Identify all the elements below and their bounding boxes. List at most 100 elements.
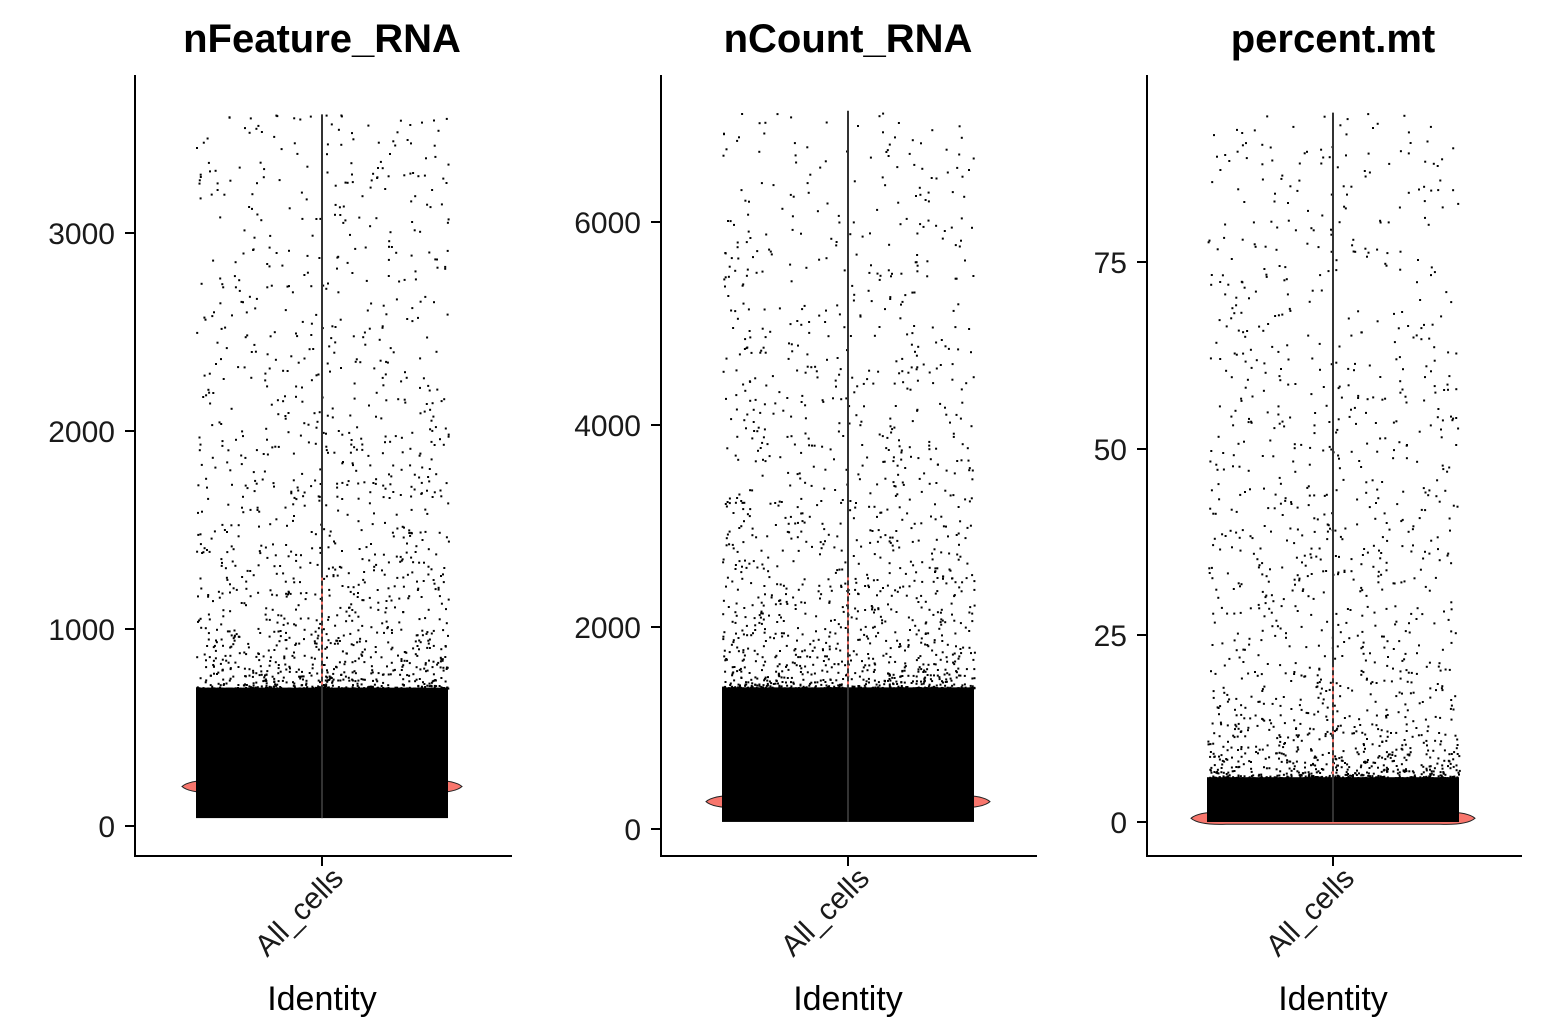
data-point	[264, 674, 266, 677]
data-point	[1233, 312, 1236, 315]
data-point	[1310, 772, 1313, 775]
data-point	[245, 580, 248, 583]
data-point	[226, 578, 229, 581]
data-point	[1263, 268, 1266, 270]
data-point	[285, 595, 288, 598]
data-point	[268, 367, 271, 370]
data-point	[311, 663, 314, 666]
data-point	[338, 206, 341, 209]
data-point	[949, 494, 952, 497]
data-point	[259, 161, 262, 164]
data-point	[242, 301, 244, 304]
plot-area	[705, 110, 991, 822]
data-point	[809, 643, 812, 646]
data-point	[1399, 677, 1402, 680]
data-point	[1422, 765, 1425, 768]
data-point	[258, 674, 261, 677]
data-point	[1410, 681, 1413, 684]
data-point	[1439, 743, 1442, 746]
data-point	[754, 660, 757, 663]
data-point	[1363, 548, 1366, 550]
data-point	[825, 121, 828, 124]
data-point	[1296, 735, 1299, 738]
data-point	[325, 504, 328, 507]
data-point	[1430, 772, 1433, 775]
data-point	[764, 676, 767, 679]
data-point	[1243, 286, 1246, 289]
data-point	[1379, 735, 1382, 738]
data-point	[202, 141, 205, 144]
data-point	[722, 613, 725, 616]
data-point	[1304, 564, 1307, 567]
data-point	[837, 686, 840, 689]
data-point	[838, 685, 841, 688]
data-point	[336, 482, 339, 485]
data-point	[284, 395, 286, 398]
data-point	[344, 181, 347, 184]
data-point	[1392, 770, 1395, 773]
data-point	[244, 683, 246, 686]
data-point	[1428, 337, 1431, 340]
data-point	[901, 518, 904, 521]
data-point	[409, 172, 412, 175]
data-point	[793, 443, 796, 446]
data-point	[1360, 563, 1363, 566]
data-point	[953, 652, 956, 655]
data-point	[1417, 259, 1419, 261]
data-point	[353, 446, 356, 449]
data-point	[968, 169, 970, 171]
data-point	[1218, 405, 1221, 408]
data-point	[843, 687, 846, 690]
data-point	[1230, 746, 1233, 749]
data-point	[1353, 726, 1356, 728]
x-tick-label: All_cells	[775, 862, 876, 963]
data-point	[1365, 481, 1368, 484]
data-point	[950, 679, 953, 682]
data-point	[1399, 670, 1402, 673]
data-point	[852, 687, 855, 690]
data-point	[440, 658, 443, 661]
data-point	[1367, 152, 1370, 155]
data-point	[807, 437, 810, 440]
data-point	[762, 686, 764, 689]
data-point	[263, 470, 266, 473]
data-point	[803, 304, 806, 307]
data-point	[1285, 777, 1288, 780]
data-point	[903, 669, 906, 672]
data-point	[866, 378, 869, 381]
data-point	[1283, 742, 1286, 745]
data-point	[868, 505, 871, 508]
data-point	[1413, 577, 1416, 580]
data-point	[219, 302, 222, 305]
data-point	[298, 642, 301, 645]
data-point	[832, 397, 834, 400]
data-point	[943, 673, 946, 676]
data-point	[1281, 566, 1284, 569]
data-point	[958, 655, 961, 658]
data-point	[311, 234, 314, 237]
data-point	[1361, 777, 1364, 780]
data-point	[969, 687, 972, 690]
data-point	[434, 588, 437, 591]
data-point	[228, 630, 231, 633]
data-point	[336, 486, 339, 489]
data-point	[1364, 747, 1366, 750]
data-point	[825, 309, 827, 312]
data-point	[732, 641, 735, 644]
data-point	[826, 202, 829, 205]
data-point	[794, 653, 797, 656]
data-point	[1328, 421, 1331, 423]
data-point	[217, 671, 220, 674]
data-point	[1241, 777, 1244, 780]
data-point	[1294, 229, 1297, 232]
data-point	[270, 403, 273, 406]
data-point	[1310, 227, 1313, 230]
y-ticks: 0 2000 4000 6000	[574, 207, 661, 847]
data-point	[376, 687, 379, 690]
data-point	[725, 505, 728, 508]
data-point	[1383, 646, 1386, 649]
data-point	[948, 673, 951, 676]
data-point	[770, 253, 773, 256]
data-point	[357, 520, 360, 523]
data-point	[1348, 415, 1351, 418]
